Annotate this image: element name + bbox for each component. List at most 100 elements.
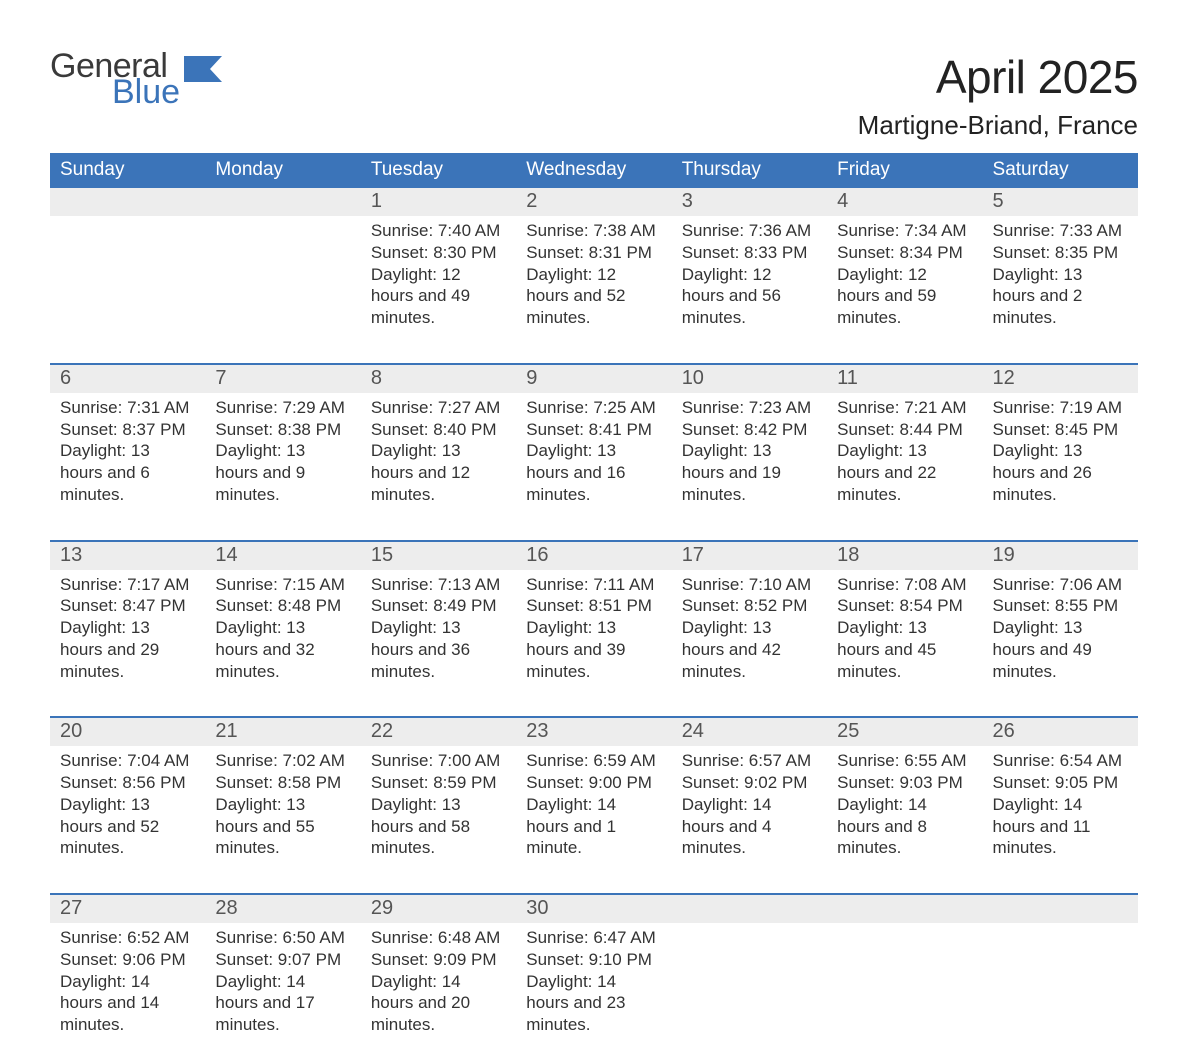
calendar-week: 27Sunrise: 6:52 AMSunset: 9:06 PMDayligh…: [50, 893, 1138, 1042]
calendar-day: 4Sunrise: 7:34 AMSunset: 8:34 PMDaylight…: [827, 188, 982, 335]
dow-tuesday: Tuesday: [361, 153, 516, 188]
days-of-week-header: Sunday Monday Tuesday Wednesday Thursday…: [50, 153, 1138, 188]
calendar-day: 7Sunrise: 7:29 AMSunset: 8:38 PMDaylight…: [205, 365, 360, 512]
sunrise-text: Sunrise: 7:13 AM: [371, 574, 506, 596]
calendar-day: 3Sunrise: 7:36 AMSunset: 8:33 PMDaylight…: [672, 188, 827, 335]
day-details: Sunrise: 7:11 AMSunset: 8:51 PMDaylight:…: [516, 570, 671, 689]
sunset-text: Sunset: 9:02 PM: [682, 772, 817, 794]
day-number: 14: [205, 542, 360, 570]
daylight-text: Daylight: 13 hours and 32 minutes.: [215, 617, 350, 682]
sunset-text: Sunset: 9:06 PM: [60, 949, 195, 971]
daylight-text: Daylight: 13 hours and 58 minutes.: [371, 794, 506, 859]
day-number: 25: [827, 718, 982, 746]
dow-sunday: Sunday: [50, 153, 205, 188]
day-number: 16: [516, 542, 671, 570]
dow-monday: Monday: [205, 153, 360, 188]
sunrise-text: Sunrise: 7:06 AM: [993, 574, 1128, 596]
day-details: Sunrise: 7:31 AMSunset: 8:37 PMDaylight:…: [50, 393, 205, 512]
calendar-week: 20Sunrise: 7:04 AMSunset: 8:56 PMDayligh…: [50, 716, 1138, 865]
calendar-day: 28Sunrise: 6:50 AMSunset: 9:07 PMDayligh…: [205, 895, 360, 1042]
day-number: 13: [50, 542, 205, 570]
calendar-day: 9Sunrise: 7:25 AMSunset: 8:41 PMDaylight…: [516, 365, 671, 512]
calendar-day: 27Sunrise: 6:52 AMSunset: 9:06 PMDayligh…: [50, 895, 205, 1042]
dow-friday: Friday: [827, 153, 982, 188]
calendar-day: 5Sunrise: 7:33 AMSunset: 8:35 PMDaylight…: [983, 188, 1138, 335]
day-details: Sunrise: 7:17 AMSunset: 8:47 PMDaylight:…: [50, 570, 205, 689]
sunrise-text: Sunrise: 6:48 AM: [371, 927, 506, 949]
day-number: 2: [516, 188, 671, 216]
sunrise-text: Sunrise: 7:23 AM: [682, 397, 817, 419]
daylight-text: Daylight: 13 hours and 19 minutes.: [682, 440, 817, 505]
daylight-text: Daylight: 14 hours and 20 minutes.: [371, 971, 506, 1036]
day-number: [50, 188, 205, 216]
day-number: 10: [672, 365, 827, 393]
daylight-text: Daylight: 13 hours and 29 minutes.: [60, 617, 195, 682]
dow-wednesday: Wednesday: [516, 153, 671, 188]
calendar-day: 15Sunrise: 7:13 AMSunset: 8:49 PMDayligh…: [361, 542, 516, 689]
month-title: April 2025: [858, 50, 1138, 104]
day-details: Sunrise: 7:33 AMSunset: 8:35 PMDaylight:…: [983, 216, 1138, 335]
sunset-text: Sunset: 8:33 PM: [682, 242, 817, 264]
day-details: Sunrise: 6:57 AMSunset: 9:02 PMDaylight:…: [672, 746, 827, 865]
day-details: Sunrise: 6:55 AMSunset: 9:03 PMDaylight:…: [827, 746, 982, 865]
daylight-text: Daylight: 13 hours and 26 minutes.: [993, 440, 1128, 505]
daylight-text: Daylight: 14 hours and 8 minutes.: [837, 794, 972, 859]
calendar-day: 8Sunrise: 7:27 AMSunset: 8:40 PMDaylight…: [361, 365, 516, 512]
day-number: 11: [827, 365, 982, 393]
sunset-text: Sunset: 8:52 PM: [682, 595, 817, 617]
calendar-week: 1Sunrise: 7:40 AMSunset: 8:30 PMDaylight…: [50, 188, 1138, 335]
sunset-text: Sunset: 9:07 PM: [215, 949, 350, 971]
day-number: 3: [672, 188, 827, 216]
daylight-text: Daylight: 14 hours and 4 minutes.: [682, 794, 817, 859]
title-block: April 2025 Martigne-Briand, France: [858, 50, 1138, 141]
sunset-text: Sunset: 8:48 PM: [215, 595, 350, 617]
calendar-day: 12Sunrise: 7:19 AMSunset: 8:45 PMDayligh…: [983, 365, 1138, 512]
day-number: 26: [983, 718, 1138, 746]
sunrise-text: Sunrise: 7:40 AM: [371, 220, 506, 242]
calendar-day: 16Sunrise: 7:11 AMSunset: 8:51 PMDayligh…: [516, 542, 671, 689]
day-number: 20: [50, 718, 205, 746]
sunset-text: Sunset: 8:34 PM: [837, 242, 972, 264]
daylight-text: Daylight: 13 hours and 12 minutes.: [371, 440, 506, 505]
calendar-day: 18Sunrise: 7:08 AMSunset: 8:54 PMDayligh…: [827, 542, 982, 689]
day-details: Sunrise: 7:21 AMSunset: 8:44 PMDaylight:…: [827, 393, 982, 512]
weeks-container: 1Sunrise: 7:40 AMSunset: 8:30 PMDaylight…: [50, 188, 1138, 1042]
calendar-day: 29Sunrise: 6:48 AMSunset: 9:09 PMDayligh…: [361, 895, 516, 1042]
day-number: [983, 895, 1138, 923]
sunrise-text: Sunrise: 7:02 AM: [215, 750, 350, 772]
day-number: 17: [672, 542, 827, 570]
sunset-text: Sunset: 8:47 PM: [60, 595, 195, 617]
daylight-text: Daylight: 13 hours and 9 minutes.: [215, 440, 350, 505]
calendar-day: 17Sunrise: 7:10 AMSunset: 8:52 PMDayligh…: [672, 542, 827, 689]
day-number: 22: [361, 718, 516, 746]
sunrise-text: Sunrise: 7:21 AM: [837, 397, 972, 419]
sunrise-text: Sunrise: 6:57 AM: [682, 750, 817, 772]
calendar-day: 13Sunrise: 7:17 AMSunset: 8:47 PMDayligh…: [50, 542, 205, 689]
sunrise-text: Sunrise: 7:08 AM: [837, 574, 972, 596]
sunset-text: Sunset: 8:35 PM: [993, 242, 1128, 264]
day-details: [50, 216, 205, 226]
calendar-day: [50, 188, 205, 335]
sunrise-text: Sunrise: 7:10 AM: [682, 574, 817, 596]
sunset-text: Sunset: 8:59 PM: [371, 772, 506, 794]
daylight-text: Daylight: 13 hours and 36 minutes.: [371, 617, 506, 682]
daylight-text: Daylight: 12 hours and 56 minutes.: [682, 264, 817, 329]
sunrise-text: Sunrise: 7:25 AM: [526, 397, 661, 419]
day-details: Sunrise: 7:29 AMSunset: 8:38 PMDaylight:…: [205, 393, 360, 512]
sunset-text: Sunset: 8:54 PM: [837, 595, 972, 617]
daylight-text: Daylight: 14 hours and 23 minutes.: [526, 971, 661, 1036]
calendar-day: 6Sunrise: 7:31 AMSunset: 8:37 PMDaylight…: [50, 365, 205, 512]
calendar-week: 6Sunrise: 7:31 AMSunset: 8:37 PMDaylight…: [50, 363, 1138, 512]
day-details: Sunrise: 6:59 AMSunset: 9:00 PMDaylight:…: [516, 746, 671, 865]
day-details: [983, 923, 1138, 933]
calendar-day: [205, 188, 360, 335]
calendar-day: 21Sunrise: 7:02 AMSunset: 8:58 PMDayligh…: [205, 718, 360, 865]
calendar-day: 24Sunrise: 6:57 AMSunset: 9:02 PMDayligh…: [672, 718, 827, 865]
calendar-day: 25Sunrise: 6:55 AMSunset: 9:03 PMDayligh…: [827, 718, 982, 865]
daylight-text: Daylight: 13 hours and 2 minutes.: [993, 264, 1128, 329]
sunrise-text: Sunrise: 7:11 AM: [526, 574, 661, 596]
sunrise-text: Sunrise: 6:47 AM: [526, 927, 661, 949]
day-details: Sunrise: 7:04 AMSunset: 8:56 PMDaylight:…: [50, 746, 205, 865]
sunset-text: Sunset: 9:05 PM: [993, 772, 1128, 794]
day-number: 6: [50, 365, 205, 393]
